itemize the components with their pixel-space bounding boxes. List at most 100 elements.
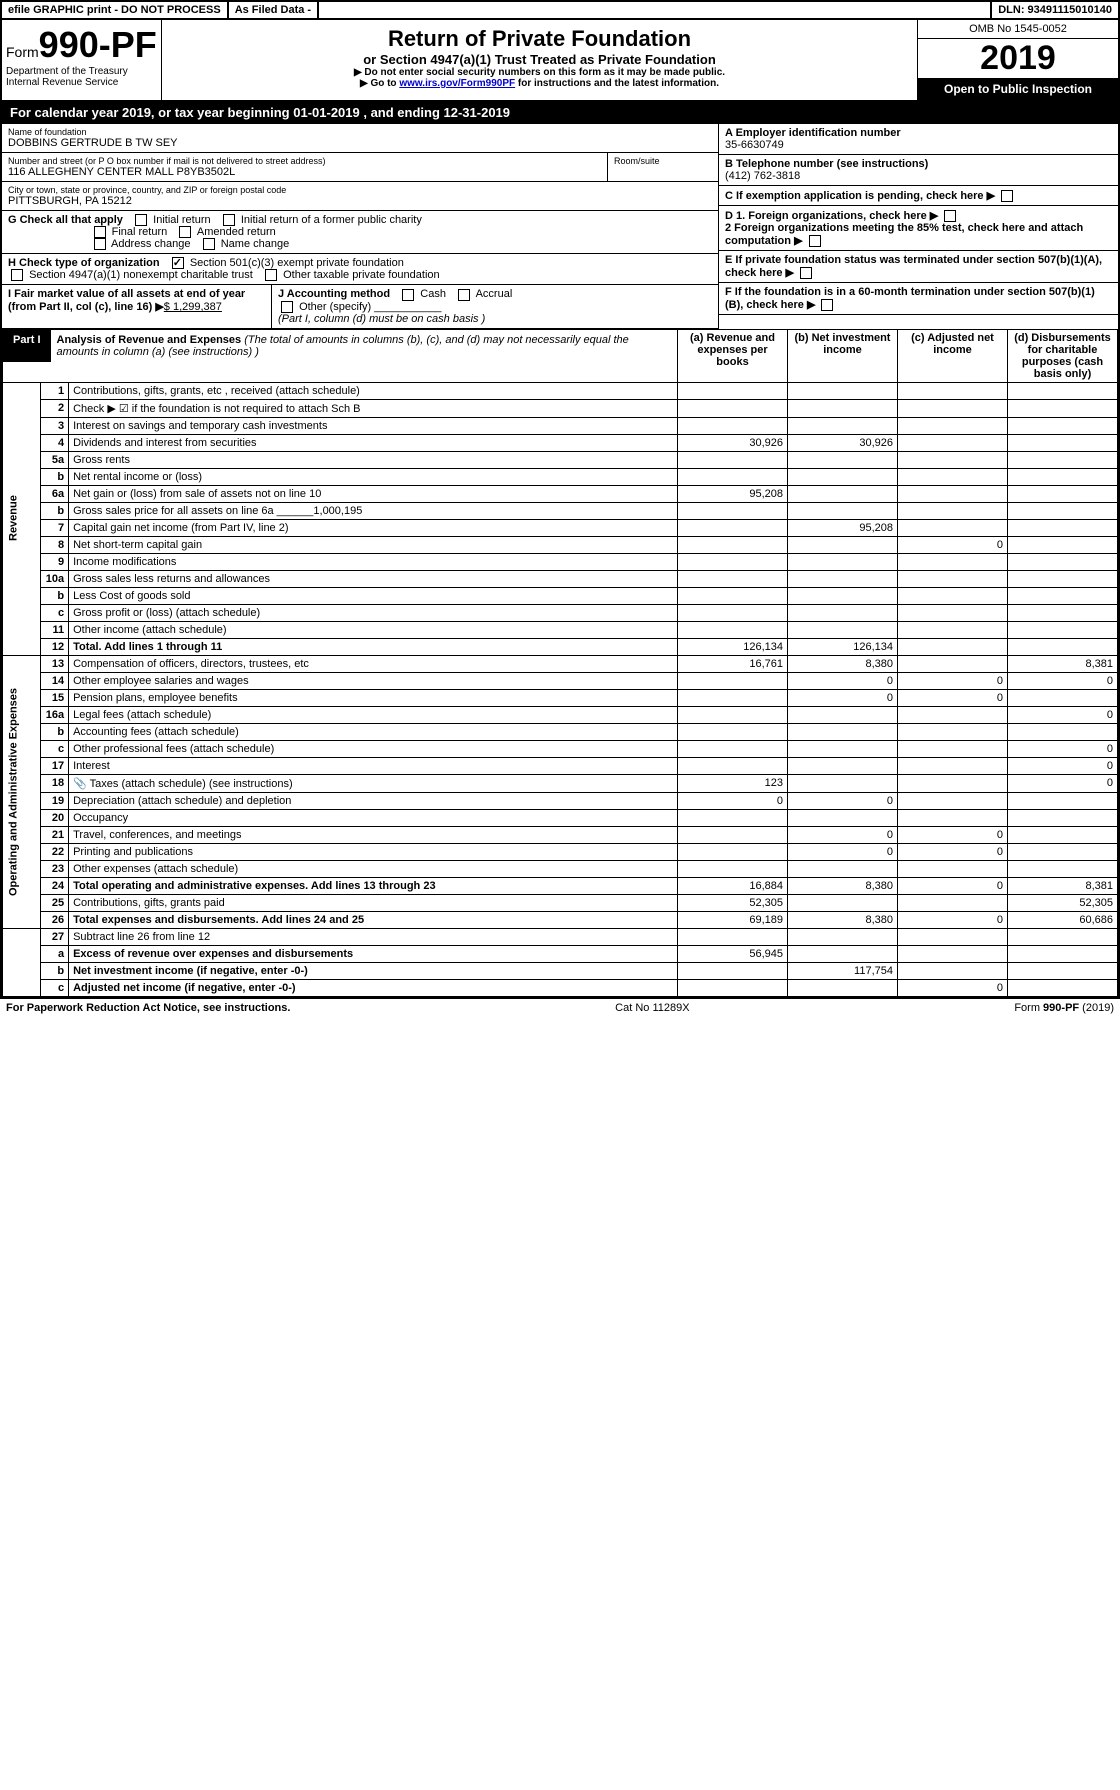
opt-initial-former: Initial return of a former public charit…	[241, 214, 422, 226]
attachment-icon[interactable]: 📎	[73, 778, 90, 790]
cell-value	[788, 774, 898, 792]
checkbox-4947[interactable]	[11, 269, 23, 281]
opt-501c3: Section 501(c)(3) exempt private foundat…	[190, 257, 404, 269]
row-description: Gross profit or (loss) (attach schedule)	[69, 604, 678, 621]
g-label: G Check all that apply	[8, 214, 123, 226]
form-subtitle: or Section 4947(a)(1) Trust Treated as P…	[168, 52, 911, 67]
table-row: 7Capital gain net income (from Part IV, …	[3, 519, 1118, 536]
checkbox-namechange[interactable]	[203, 238, 215, 250]
i-value: $ 1,299,387	[164, 301, 222, 313]
cell-value: 8,381	[1008, 655, 1118, 672]
cell-value	[678, 604, 788, 621]
cell-value	[898, 502, 1008, 519]
row-number: b	[41, 502, 69, 519]
c-label: C If exemption application is pending, c…	[725, 190, 984, 202]
cell-value: 95,208	[678, 485, 788, 502]
city-cell: City or town, state or province, country…	[2, 182, 718, 211]
checkbox-addrchange[interactable]	[94, 238, 106, 250]
cell-value	[678, 468, 788, 485]
cell-value: 0	[898, 843, 1008, 860]
cell-value	[678, 519, 788, 536]
cell-value: 0	[898, 877, 1008, 894]
checkbox-c[interactable]	[1001, 190, 1013, 202]
checkbox-f[interactable]	[821, 299, 833, 311]
row-number: 7	[41, 519, 69, 536]
cell-value: 0	[788, 792, 898, 809]
table-row: 9Income modifications	[3, 553, 1118, 570]
row-number: 8	[41, 536, 69, 553]
row-description: Total expenses and disbursements. Add li…	[69, 911, 678, 928]
row-number: 12	[41, 638, 69, 655]
cell-value: 0	[898, 689, 1008, 706]
checkbox-initial[interactable]	[135, 214, 147, 226]
table-row: Operating and Administrative Expenses13C…	[3, 655, 1118, 672]
cell-value	[788, 417, 898, 434]
cell-value	[678, 757, 788, 774]
col-a-header: (a) Revenue and expenses per books	[678, 329, 788, 382]
cell-value	[1008, 570, 1118, 587]
as-filed: As Filed Data -	[229, 2, 319, 18]
checkbox-501c3[interactable]	[172, 257, 184, 269]
row-number: 10a	[41, 570, 69, 587]
table-row: 6aNet gain or (loss) from sale of assets…	[3, 485, 1118, 502]
cell-value	[678, 502, 788, 519]
cell-value	[898, 757, 1008, 774]
checkbox-e[interactable]	[800, 267, 812, 279]
ein-label: A Employer identification number	[725, 127, 1112, 139]
checkbox-initial-former[interactable]	[223, 214, 235, 226]
cell-value: 52,305	[1008, 894, 1118, 911]
table-row: 15Pension plans, employee benefits00	[3, 689, 1118, 706]
cell-value	[788, 809, 898, 826]
cell-value	[678, 740, 788, 757]
cell-value: 0	[678, 792, 788, 809]
checkbox-d2[interactable]	[809, 235, 821, 247]
cell-value: 0	[898, 536, 1008, 553]
cell-value	[1008, 451, 1118, 468]
calyear-mid: , and ending	[360, 105, 444, 120]
checkbox-accrual[interactable]	[458, 289, 470, 301]
cell-value	[678, 843, 788, 860]
table-row: aExcess of revenue over expenses and dis…	[3, 945, 1118, 962]
checkbox-amended[interactable]	[179, 226, 191, 238]
phone-value: (412) 762-3818	[725, 170, 1112, 182]
checkbox-other-method[interactable]	[281, 301, 293, 313]
irs-label: Internal Revenue Service	[6, 77, 157, 88]
foundation-name-cell: Name of foundation DOBBINS GERTRUDE B TW…	[2, 124, 718, 153]
address: 116 ALLEGHENY CENTER MALL P8YB3502L	[8, 166, 601, 178]
cell-value	[1008, 792, 1118, 809]
checkbox-final[interactable]	[94, 226, 106, 238]
checkbox-cash[interactable]	[402, 289, 414, 301]
calyear-pre: For calendar year 2019, or tax year begi…	[10, 105, 293, 120]
cell-value	[788, 399, 898, 417]
cell-value: 0	[1008, 740, 1118, 757]
opt-amended: Amended return	[197, 226, 276, 238]
cell-value	[898, 962, 1008, 979]
row-number: 21	[41, 826, 69, 843]
cell-value	[1008, 638, 1118, 655]
d-cell: D 1. Foreign organizations, check here ▶…	[719, 206, 1118, 251]
cell-value	[788, 587, 898, 604]
cell-value	[678, 723, 788, 740]
cell-value	[898, 382, 1008, 399]
irs-link[interactable]: www.irs.gov/Form990PF	[399, 78, 515, 89]
table-row: 17Interest0	[3, 757, 1118, 774]
table-row: 26Total expenses and disbursements. Add …	[3, 911, 1118, 928]
cell-value	[788, 468, 898, 485]
g-row: G Check all that apply Initial return In…	[2, 211, 718, 254]
row-number: 4	[41, 434, 69, 451]
checkbox-other-taxable[interactable]	[265, 269, 277, 281]
row-number: 15	[41, 689, 69, 706]
info-right: A Employer identification number 35-6630…	[718, 124, 1118, 329]
checkbox-d1[interactable]	[944, 210, 956, 222]
cell-value	[1008, 553, 1118, 570]
row-number: 13	[41, 655, 69, 672]
ein-cell: A Employer identification number 35-6630…	[719, 124, 1118, 155]
cell-value	[1008, 962, 1118, 979]
ssn-warning: ▶ Do not enter social security numbers o…	[168, 67, 911, 78]
footer-right: Form 990-PF (2019)	[1014, 1002, 1114, 1014]
footer-right-pre: Form	[1014, 1002, 1043, 1014]
row-description: Check ▶ ☑ if the foundation is not requi…	[69, 399, 678, 417]
cell-value	[898, 485, 1008, 502]
cell-value	[898, 655, 1008, 672]
cell-value	[678, 399, 788, 417]
